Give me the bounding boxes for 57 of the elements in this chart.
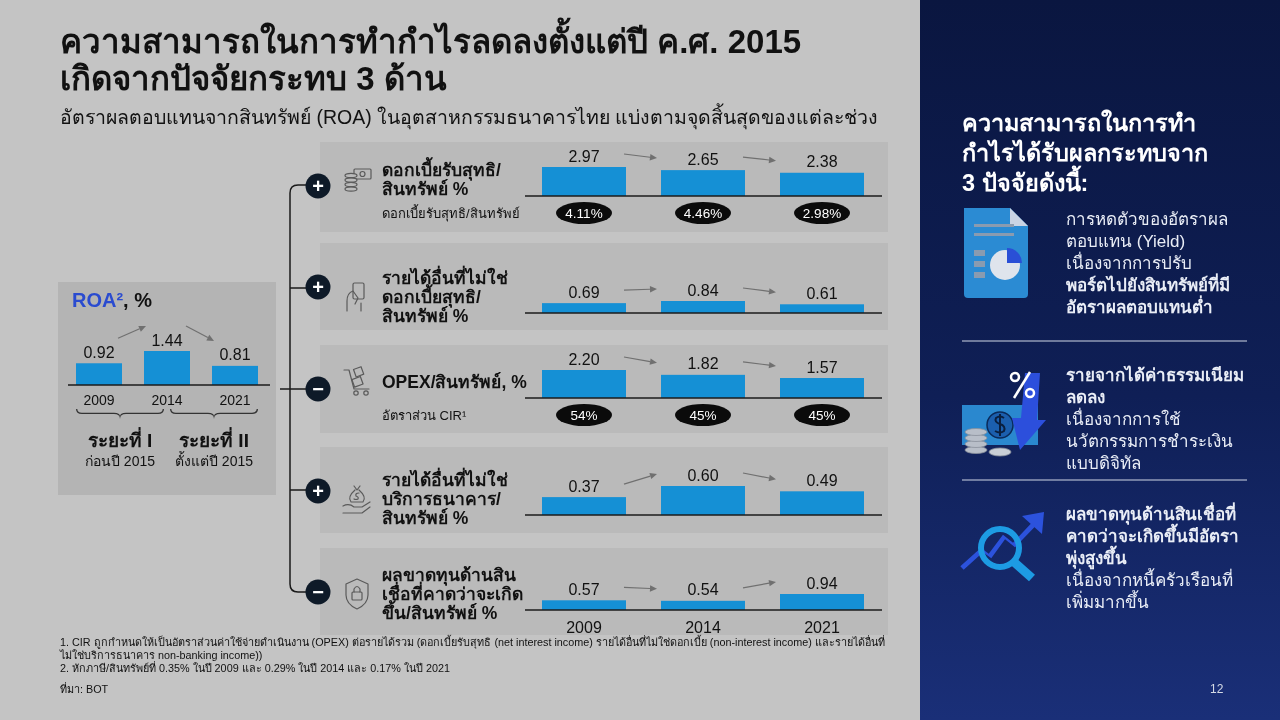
text: +	[312, 480, 324, 502]
text: −	[312, 378, 324, 400]
text: ที่มา: BOT	[60, 683, 110, 696]
text: ระยะที่ II	[179, 426, 249, 451]
text: +	[312, 276, 324, 298]
text: 4.46%	[683, 205, 723, 221]
text: 1. CIR ถูกกำหนดให้เป็นอัตราส่วนค่าใช้จ่ายดำเนินงาน (OPEX) ต่อรายได้รวม (ดอกเบี้ยรับสุทธิ (net interest income) รายได้อื่นที่ไม่ใช่ดอกเบี้ย (non-interest income) และรายได้อื่นที่ไม่ใช่บริการธนาคาร non-banking income))	[60, 636, 886, 662]
x-tick-label: 2014	[151, 392, 183, 408]
data-label: 0.60	[687, 466, 719, 484]
text: รายจากได้ค่าธรรมเนียมลดลง	[1066, 365, 1245, 407]
data-label: 0.54	[687, 581, 719, 599]
x-tick-label: 2021	[804, 618, 840, 636]
text: ตั้งแต่ปี 2015	[174, 451, 254, 469]
x-tick-label: 2014	[685, 618, 721, 636]
data-label: 2.65	[687, 150, 719, 168]
data-label: 1.82	[687, 355, 719, 373]
data-label: 0.37	[568, 477, 600, 495]
data-label: 0.84	[687, 281, 719, 299]
data-label: 2.20	[568, 350, 600, 368]
text: การหดตัวของอัตราผลตอบแทน (Yield) เนื่องจากการปรับ	[1066, 209, 1229, 273]
chart-title: OPEX/สินทรัพย์, %	[382, 371, 528, 392]
data-label: 0.49	[806, 471, 838, 489]
text: เนื่องจากหนี้ครัวเรือนที่เพิ่มมากขึ้น	[1066, 570, 1234, 614]
text: ความสามารถในการทำกำไรได้รับผลกระทบจาก 3 ปัจจัยดังนี้:	[962, 108, 1209, 198]
data-label: 0.94	[806, 574, 838, 592]
text: ก่อนปี 2015	[84, 453, 156, 469]
data-label: 0.69	[568, 283, 600, 301]
data-label: 2.38	[806, 153, 838, 171]
chart-title: ผลขาดทุนด้านสินเชื่อที่คาดว่าจะเกิดขึ้น/สินทรัพย์ %	[382, 564, 524, 623]
text: อัตราผลตอบแทนจากสินทรัพย์ (ROA) ในอุตสาหกรรมธนาคารไทย แบ่งตามจุดสิ้นสุดของแต่ละช่วง	[60, 104, 879, 130]
text: −	[312, 581, 324, 603]
text: ระยะที่ I	[87, 426, 153, 451]
text: +	[312, 175, 324, 197]
data-label: 0.92	[83, 343, 115, 361]
data-label: 1.57	[806, 358, 838, 376]
text: อัตราส่วน CIR¹	[382, 406, 467, 425]
text: เนื่องจากการใช้นวัตกรรมการชำระเงินแบบดิจิทัล	[1066, 409, 1234, 475]
text: 45%	[689, 407, 717, 423]
data-label: 0.57	[568, 580, 600, 598]
chart-title: รายได้อื่นที่ไม่ใช่ดอกเบี้ยสุทธิ/สินทรัพย์ %	[382, 267, 509, 326]
text: ดอกเบี้ยรับสุทธิ/สินทรัพย์	[382, 203, 520, 224]
x-tick-label: 2021	[219, 392, 251, 408]
text: 4.11%	[565, 205, 603, 221]
text: 2. หักภาษี/สินทรัพย์ที่ 0.35% ในปี 2009 และ 0.29% ในปี 2014 และ 0.17% ในปี 2021	[60, 662, 451, 675]
text: 45%	[808, 407, 836, 423]
text: 2.98%	[802, 205, 842, 221]
data-label: 0.81	[219, 346, 251, 364]
data-label: 1.44	[151, 331, 183, 349]
text: 54%	[570, 407, 598, 423]
data-label: 2.97	[568, 147, 600, 165]
chart-title: รายได้อื่นที่ไม่ใช่บริการธนาคาร/สินทรัพย์ %	[382, 469, 509, 528]
data-label: 0.61	[806, 284, 838, 302]
x-tick-label: 2009	[566, 618, 602, 636]
text: 12	[1210, 682, 1225, 696]
x-tick-label: 2009	[83, 392, 115, 408]
chart-title: ROA², %	[72, 289, 153, 311]
text: พอร์ตไปยังสินทรัพย์ที่มีอัตราผลตอบแทนต่ำ	[1066, 275, 1231, 319]
